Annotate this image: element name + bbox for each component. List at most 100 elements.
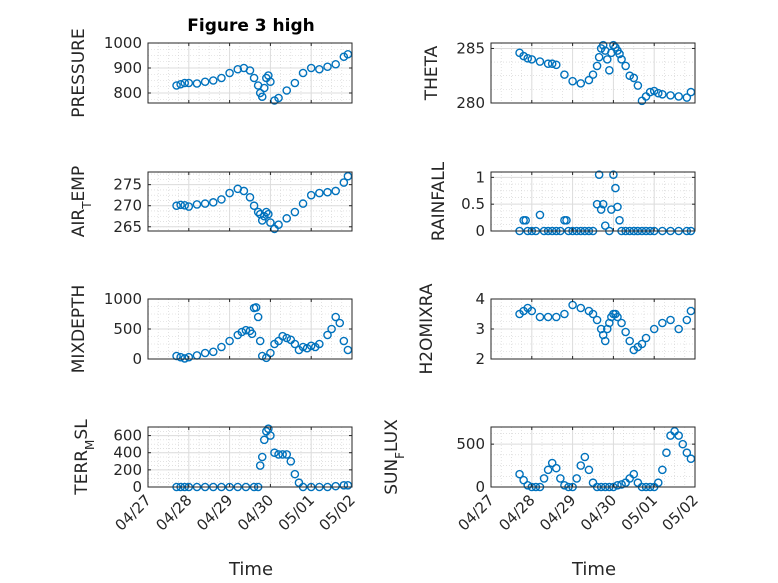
data-point (543, 465, 553, 475)
y-axis-label: SUNFLUX (382, 419, 407, 495)
data-point (278, 450, 287, 459)
data-point (298, 199, 308, 208)
panel-rainfall: 0 0.5 1 RAINFALL (429, 161, 696, 241)
y-tick-label: 2 (475, 350, 485, 368)
data-point (609, 40, 618, 50)
data-point (621, 61, 630, 71)
y-tick-label: 0 (132, 350, 142, 368)
data-point (323, 330, 332, 340)
y-tick-label: 1000 (104, 290, 142, 308)
data-point (588, 309, 598, 319)
data-point (241, 325, 251, 335)
data-point (247, 329, 257, 339)
axes-frame (490, 171, 696, 232)
data-point (600, 221, 610, 230)
data-point (176, 200, 185, 210)
x-axis-title-left: Time (228, 559, 273, 580)
data-point (613, 202, 622, 212)
data-point (662, 448, 671, 458)
data-point (682, 93, 692, 102)
data-point (551, 463, 561, 473)
data-point (339, 336, 349, 346)
data-point (262, 207, 271, 217)
data-point (645, 87, 655, 97)
series-points (172, 49, 353, 105)
data-point (184, 78, 194, 88)
data-point (666, 91, 675, 100)
data-point (282, 214, 292, 223)
data-point (576, 79, 586, 88)
data-point (208, 198, 218, 207)
axes-frame (490, 42, 696, 104)
y-tick-label: 500 (113, 320, 142, 338)
y-tick-label: 280 (456, 94, 485, 112)
data-point (172, 201, 181, 211)
data-point (217, 73, 226, 83)
data-point (327, 324, 336, 334)
data-point (239, 186, 249, 196)
data-point (225, 68, 234, 78)
y-axis-label: PRESSURE (69, 28, 89, 117)
y-axis-label: H2OMIXRA (417, 283, 437, 374)
data-point (264, 209, 273, 219)
data-point (629, 73, 639, 83)
data-point (658, 89, 667, 99)
y-axis-label: AIRTEMP (69, 166, 94, 237)
data-point (539, 474, 549, 483)
data-point (519, 51, 528, 61)
x-axis-title-right: Time (571, 559, 616, 580)
panel-theta: 280 285 THETA (422, 39, 696, 112)
data-point (666, 315, 675, 325)
data-point (682, 315, 692, 325)
data-point (617, 55, 626, 64)
data-point (674, 92, 683, 101)
series-points (515, 300, 696, 355)
data-point (331, 186, 340, 196)
data-point (331, 312, 340, 322)
data-point (598, 40, 608, 50)
y-tick-label: 0 (475, 478, 485, 496)
data-point (290, 339, 300, 349)
x-axis-title: Time (228, 559, 273, 580)
data-point (315, 64, 324, 74)
data-point (584, 465, 594, 475)
y-tick-label: 0 (475, 222, 485, 240)
data-point (641, 333, 651, 343)
data-point (237, 327, 247, 337)
data-point (274, 220, 283, 229)
data-point (560, 309, 569, 319)
data-point (323, 62, 332, 72)
data-point (617, 318, 626, 328)
y-tick-label: 400 (113, 444, 142, 462)
data-point (527, 55, 537, 64)
data-point (568, 76, 577, 86)
data-point (339, 480, 349, 490)
data-point (270, 448, 279, 458)
data-point (315, 188, 324, 198)
data-point (192, 200, 202, 209)
data-point (176, 352, 185, 362)
data-point (611, 183, 620, 193)
data-point (184, 202, 194, 211)
panel-air_temp: 265 270 275 AIRTEMP (69, 166, 353, 237)
data-point (535, 312, 545, 322)
data-point (315, 339, 324, 349)
data-point (547, 59, 557, 69)
data-point (253, 207, 263, 217)
data-point (245, 192, 255, 202)
data-point (257, 92, 267, 102)
data-point (274, 450, 283, 459)
y-tick-label: 285 (456, 39, 485, 57)
data-point (257, 452, 267, 462)
data-point (527, 306, 537, 316)
panel-h2omixra: 2 3 4 H2OMIXRA (417, 283, 696, 375)
data-point (562, 215, 571, 225)
data-point (596, 205, 606, 214)
figure-title: Figure 3 high (187, 16, 315, 36)
data-point (682, 448, 692, 458)
data-point (674, 431, 683, 440)
data-point (339, 178, 349, 187)
data-point (200, 77, 210, 87)
data-point (255, 461, 265, 470)
data-point (605, 65, 614, 75)
